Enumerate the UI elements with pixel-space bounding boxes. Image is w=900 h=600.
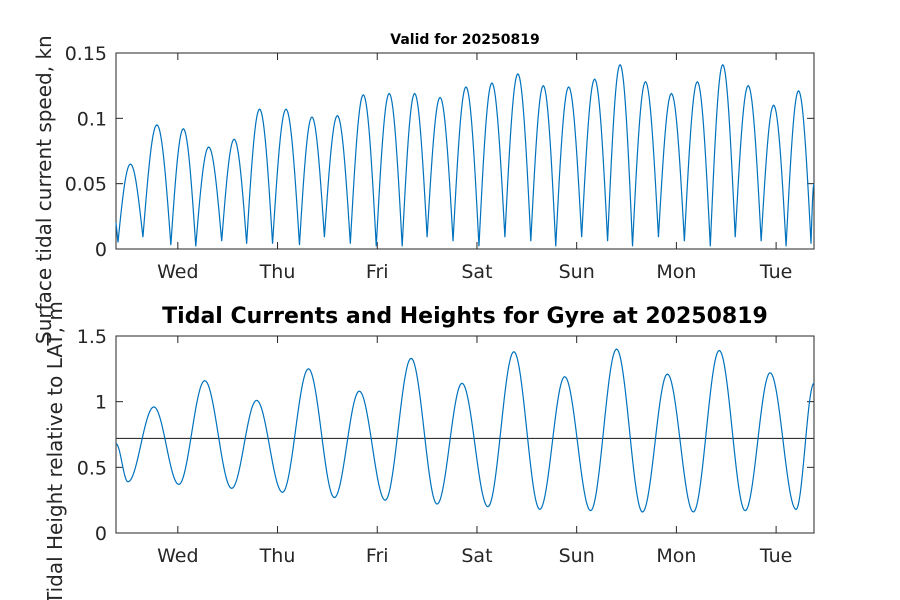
tidal-height-x-tick-label: Sat: [461, 545, 492, 567]
current-speed-x-tick-label: Thu: [259, 261, 296, 283]
tidal-height-x-tick-label: Mon: [656, 545, 696, 567]
current-speed-y-tick-label: 0.05: [65, 174, 107, 196]
current-speed-x-tick-label: Fri: [366, 261, 389, 283]
current-speed-y-ticks: 0 0.05 0.1 0.15: [65, 43, 814, 261]
current-speed-axes-box: [115, 52, 815, 250]
tidal-height-series-line: [115, 348, 815, 513]
tidal-height-x-ticks: Wed Thu Fri Sat Sun Mon Tue: [157, 336, 792, 567]
tidal-height-y-tick-label: 1.5: [77, 326, 107, 348]
current-speed-series-line: [115, 63, 815, 247]
current-speed-title: Valid for 20250819: [390, 32, 539, 48]
current-speed-x-tick-label: Wed: [157, 261, 198, 283]
tidal-height-y-tick-label: 0: [95, 523, 107, 545]
current-speed-x-ticks: Wed Thu Fri Sat Sun Mon Tue: [157, 53, 792, 283]
tidal-height-x-tick-label: Tue: [759, 545, 792, 567]
tidal-height-y-ticks: 0 0.5 1 1.5: [77, 326, 814, 545]
tidal-height-y-tick-label: 1: [95, 392, 107, 414]
current-speed-y-tick-label: 0.15: [65, 43, 107, 65]
tidal-height-x-tick-label: Fri: [366, 545, 389, 567]
tidal-height-panel: 0 0.5 1 1.5 Wed Thu Fri Sat Sun Mon Tue Tidal Cur…: [77, 304, 815, 567]
current-speed-y-tick-label: 0.1: [77, 108, 107, 130]
current-speed-y-tick-label: 0: [95, 239, 107, 261]
tidal-height-y-axis-label: Tidal Height relative to LAT, m: [43, 301, 67, 600]
current-speed-x-tick-label: Tue: [759, 261, 792, 283]
tidal-height-x-tick-label: Thu: [259, 545, 296, 567]
current-speed-x-tick-label: Sun: [559, 261, 595, 283]
tidal-height-axes-box: [115, 335, 815, 534]
current-speed-panel: 0 0.05 0.1 0.15 Wed Thu Fri Sat Sun Mon Tue Valid…: [65, 32, 815, 283]
current-speed-x-tick-label: Sat: [461, 261, 492, 283]
tidal-height-y-tick-label: 0.5: [77, 457, 107, 479]
tidal-height-x-tick-label: Wed: [157, 545, 198, 567]
tidal-height-x-tick-label: Sun: [559, 545, 595, 567]
current-speed-x-tick-label: Mon: [656, 261, 696, 283]
current-speed-y-axis-label: Surface tidal current speed, kn: [32, 35, 56, 344]
tidal-height-title: Tidal Currents and Heights for Gyre at 2…: [162, 304, 768, 329]
